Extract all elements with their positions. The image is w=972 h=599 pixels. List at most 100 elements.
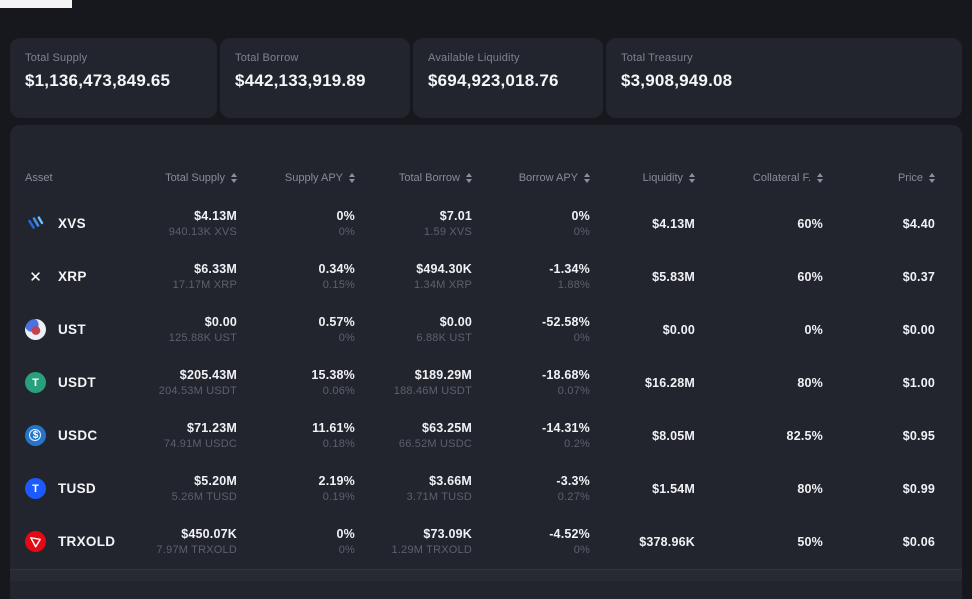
column-header-asset: Asset [25, 172, 143, 184]
borrow-apy-cell: -52.58% 0% [542, 315, 590, 344]
column-header-supply-apy[interactable]: Supply APY [237, 172, 355, 184]
asset-symbol: XRP [58, 269, 87, 284]
borrow-apy-cell: -1.34% 1.88% [549, 262, 590, 291]
total-supply-cell: $4.13M 940.13K XVS [168, 209, 237, 238]
table-header-row: Asset Total Supply Supply APY Total Borr… [25, 125, 935, 197]
liquidity-cell: $378.96K [639, 534, 695, 549]
borrow-apy-cell: 0% 0% [571, 209, 590, 238]
liquidity-cell: $8.05M [652, 428, 695, 443]
borrow-apy-cell: -18.68% 0.07% [542, 368, 590, 397]
asset-symbol: TUSD [58, 481, 96, 496]
asset-symbol: TRXOLD [58, 534, 116, 549]
borrow-apy-cell: -4.52% 0% [549, 527, 590, 556]
table-body: XVS $4.13M 940.13K XVS 0% 0% $7.01 1.59 … [25, 197, 935, 568]
sort-icon [349, 173, 355, 183]
column-header-label: Total Borrow [398, 172, 460, 184]
total-borrow-cell: $7.01 1.59 XVS [423, 209, 472, 238]
price-cell: $1.00 [902, 375, 935, 390]
total-supply-cell: $6.33M 17.17M XRP [172, 262, 237, 291]
column-header-label: Borrow APY [518, 172, 578, 184]
liquidity-cell: $0.00 [662, 322, 695, 337]
stat-card-total-supply: Total Supply $1,136,473,849.65 [10, 38, 217, 118]
liquidity-cell: $4.13M [652, 216, 695, 231]
supply-apy-cell: 2.19% 0.19% [318, 474, 355, 503]
stat-label: Available Liquidity [428, 52, 520, 64]
stat-label: Total Borrow [235, 52, 299, 64]
table-row[interactable]: TRXOLD $450.07K 7.97M TRXOLD 0% 0% $73.0… [25, 515, 935, 568]
column-header-label: Liquidity [642, 172, 683, 184]
column-header-price[interactable]: Price [823, 172, 935, 184]
stat-value: $3,908,949.08 [621, 71, 733, 90]
collateral-factor-cell: 82.5% [786, 428, 823, 443]
supply-apy-cell: 0% 0% [336, 209, 355, 238]
total-borrow-cell: $3.66M 3.71M TUSD [406, 474, 472, 503]
asset-symbol: UST [58, 322, 86, 337]
table-row[interactable]: ✕ XRP $6.33M 17.17M XRP 0.34% 0.15% $494… [25, 250, 935, 303]
price-cell: $0.37 [902, 269, 935, 284]
supply-apy-cell: 15.38% 0.06% [311, 368, 355, 397]
column-header-label: Collateral F. [752, 172, 811, 184]
borrow-apy-cell: -14.31% 0.2% [542, 421, 590, 450]
sort-icon [689, 173, 695, 183]
table-row[interactable]: UST $0.00 125.88K UST 0.57% 0% $0.00 6.8… [25, 303, 935, 356]
table-row[interactable]: T TUSD $5.20M 5.26M TUSD 2.19% 0.19% $3.… [25, 462, 935, 515]
column-header-label: Price [897, 172, 923, 184]
market-stats-bar: Total Supply $1,136,473,849.65 Total Bor… [10, 38, 962, 118]
asset-symbol: USDC [58, 428, 98, 443]
table-row[interactable]: $ USDC $71.23M 74.91M USDC 11.61% 0.18% … [25, 409, 935, 462]
table-row[interactable]: XVS $4.13M 940.13K XVS 0% 0% $7.01 1.59 … [25, 197, 935, 250]
collateral-factor-cell: 0% [804, 322, 823, 337]
usdc-coin-icon: $ [25, 425, 46, 446]
total-supply-cell: $450.07K 7.97M TRXOLD [156, 527, 237, 556]
column-header-total-borrow[interactable]: Total Borrow [355, 172, 472, 184]
page-top-notch [0, 0, 72, 8]
liquidity-cell: $1.54M [652, 481, 695, 496]
sort-icon [466, 173, 472, 183]
total-supply-cell: $71.23M 74.91M USDC [163, 421, 237, 450]
stat-value: $1,136,473,849.65 [25, 71, 171, 90]
liquidity-cell: $16.28M [644, 375, 695, 390]
sort-icon [817, 173, 823, 183]
supply-apy-cell: 0.34% 0.15% [318, 262, 355, 291]
price-cell: $4.40 [902, 216, 935, 231]
markets-table: Asset Total Supply Supply APY Total Borr… [10, 125, 962, 599]
column-header-label: Total Supply [165, 172, 225, 184]
column-header-borrow-apy[interactable]: Borrow APY [472, 172, 590, 184]
usdt-coin-icon: T [25, 372, 46, 393]
liquidity-cell: $5.83M [652, 269, 695, 284]
borrow-apy-cell: -3.3% 0.27% [556, 474, 590, 503]
collateral-factor-cell: 50% [797, 534, 823, 549]
total-borrow-cell: $189.29M 188.46M USDT [393, 368, 472, 397]
supply-apy-cell: 11.61% 0.18% [312, 421, 355, 450]
table-row[interactable]: T USDT $205.43M 204.53M USDT 15.38% 0.06… [25, 356, 935, 409]
supply-apy-cell: 0% 0% [336, 527, 355, 556]
total-supply-cell: $0.00 125.88K UST [168, 315, 237, 344]
collateral-factor-cell: 60% [797, 216, 823, 231]
next-section-edge [10, 569, 962, 581]
supply-apy-cell: 0.57% 0% [318, 315, 355, 344]
total-supply-cell: $5.20M 5.26M TUSD [171, 474, 237, 503]
asset-symbol: XVS [58, 216, 86, 231]
stat-label: Total Supply [25, 52, 88, 64]
stat-card-total-treasury: Total Treasury $3,908,949.08 [606, 38, 962, 118]
sort-icon [231, 173, 237, 183]
stat-card-available-liquidity: Available Liquidity $694,923,018.76 [413, 38, 603, 118]
price-cell: $0.95 [902, 428, 935, 443]
stat-label: Total Treasury [621, 52, 693, 64]
stat-value: $442,133,919.89 [235, 71, 366, 90]
stat-value: $694,923,018.76 [428, 71, 559, 90]
sort-icon [929, 173, 935, 183]
column-header-label: Supply APY [284, 172, 343, 184]
total-borrow-cell: $494.30K 1.34M XRP [413, 262, 472, 291]
column-header-label: Asset [25, 172, 53, 184]
column-header-total-supply[interactable]: Total Supply [143, 172, 237, 184]
total-borrow-cell: $63.25M 66.52M USDC [398, 421, 472, 450]
collateral-factor-cell: 60% [797, 269, 823, 284]
xrp-coin-icon: ✕ [29, 268, 42, 286]
price-cell: $0.00 [902, 322, 935, 337]
ust-coin-icon [25, 319, 46, 340]
column-header-liquidity[interactable]: Liquidity [590, 172, 695, 184]
total-borrow-cell: $73.09K 1.29M TRXOLD [391, 527, 472, 556]
trxold-coin-icon [25, 531, 46, 552]
column-header-collateral-factor[interactable]: Collateral F. [695, 172, 823, 184]
